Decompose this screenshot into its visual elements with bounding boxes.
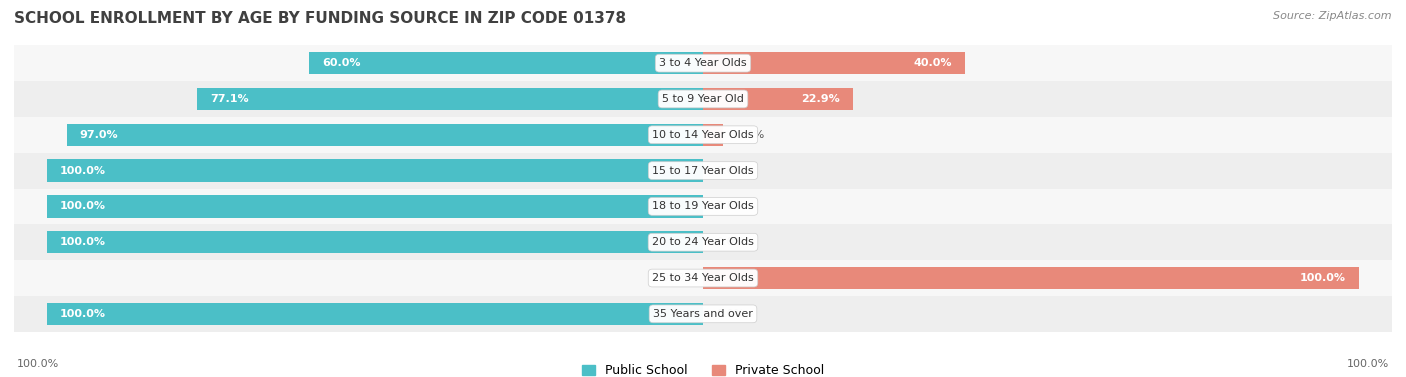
Text: 3 to 4 Year Olds: 3 to 4 Year Olds <box>659 58 747 68</box>
Bar <box>46 303 703 325</box>
Bar <box>309 52 703 74</box>
Bar <box>66 124 703 146</box>
Legend: Public School, Private School: Public School, Private School <box>582 364 824 377</box>
Text: 0.0%: 0.0% <box>716 309 744 319</box>
Text: 25 to 34 Year Olds: 25 to 34 Year Olds <box>652 273 754 283</box>
Bar <box>46 195 703 218</box>
Text: 20 to 24 Year Olds: 20 to 24 Year Olds <box>652 237 754 247</box>
Bar <box>46 231 703 253</box>
Text: 3.0%: 3.0% <box>735 130 763 140</box>
Bar <box>703 88 853 110</box>
Text: 35 Years and over: 35 Years and over <box>652 309 754 319</box>
Bar <box>14 224 1392 260</box>
Text: 100.0%: 100.0% <box>17 359 59 369</box>
Text: 100.0%: 100.0% <box>60 237 105 247</box>
Bar <box>703 124 723 146</box>
Bar <box>14 153 1392 188</box>
Text: 5 to 9 Year Old: 5 to 9 Year Old <box>662 94 744 104</box>
Bar <box>14 45 1392 81</box>
Text: 100.0%: 100.0% <box>1347 359 1389 369</box>
Bar <box>197 88 703 110</box>
Bar <box>14 188 1392 224</box>
Text: 0.0%: 0.0% <box>716 166 744 176</box>
Text: 97.0%: 97.0% <box>80 130 118 140</box>
Text: 0.0%: 0.0% <box>716 237 744 247</box>
Bar <box>14 260 1392 296</box>
Text: SCHOOL ENROLLMENT BY AGE BY FUNDING SOURCE IN ZIP CODE 01378: SCHOOL ENROLLMENT BY AGE BY FUNDING SOUR… <box>14 11 626 26</box>
Text: Source: ZipAtlas.com: Source: ZipAtlas.com <box>1274 11 1392 21</box>
Bar <box>14 81 1392 117</box>
Bar <box>703 52 966 74</box>
Text: 100.0%: 100.0% <box>1301 273 1346 283</box>
Text: 15 to 17 Year Olds: 15 to 17 Year Olds <box>652 166 754 176</box>
Bar <box>14 117 1392 153</box>
Text: 77.1%: 77.1% <box>211 94 249 104</box>
Bar <box>14 296 1392 332</box>
Text: 0.0%: 0.0% <box>716 201 744 211</box>
Text: 40.0%: 40.0% <box>914 58 952 68</box>
Text: 10 to 14 Year Olds: 10 to 14 Year Olds <box>652 130 754 140</box>
Text: 18 to 19 Year Olds: 18 to 19 Year Olds <box>652 201 754 211</box>
Text: 60.0%: 60.0% <box>322 58 361 68</box>
Text: 100.0%: 100.0% <box>60 166 105 176</box>
Text: 22.9%: 22.9% <box>801 94 841 104</box>
Text: 0.0%: 0.0% <box>662 273 690 283</box>
Bar <box>703 267 1360 289</box>
Text: 100.0%: 100.0% <box>60 309 105 319</box>
Bar <box>46 159 703 182</box>
Text: 100.0%: 100.0% <box>60 201 105 211</box>
